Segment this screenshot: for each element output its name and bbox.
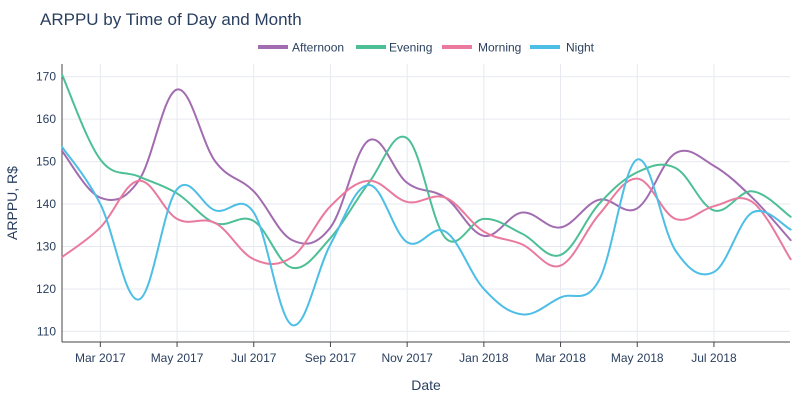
y-tick-label: 160: [36, 112, 56, 126]
legend-item-morning[interactable]: Morning: [442, 41, 521, 55]
y-axis-title: ARPPU, R$: [4, 166, 20, 240]
series-line-morning[interactable]: [61, 177, 792, 268]
x-tick-label: Mar 2018: [535, 351, 586, 365]
x-axis-ticks: Mar 2017 May 2017 Jul 2017 Sep 2017 Nov 2017…: [75, 342, 737, 365]
series-lines: [61, 73, 792, 327]
y-tick-label: 140: [36, 197, 56, 211]
x-tick-label: Jul 2018: [691, 351, 737, 365]
x-tick-label: May 2018: [611, 351, 664, 365]
legend-label-night: Night: [566, 41, 595, 55]
x-axis-title: Date: [411, 377, 441, 393]
legend-item-evening[interactable]: Evening: [356, 41, 432, 55]
x-tick-label: May 2017: [151, 351, 204, 365]
series-line-evening[interactable]: [61, 73, 792, 269]
legend-label-evening: Evening: [389, 41, 432, 55]
y-tick-label: 150: [36, 155, 56, 169]
y-tick-label: 170: [36, 70, 56, 84]
x-tick-label: Jul 2017: [231, 351, 277, 365]
y-tick-label: 110: [37, 324, 56, 338]
series-line-night[interactable]: [61, 145, 792, 327]
y-axis-ticks: 110 120 130 140 150 160 170: [36, 70, 56, 339]
legend-label-afternoon: Afternoon: [292, 41, 344, 55]
legend-label-morning: Morning: [478, 41, 521, 55]
gridlines: [62, 64, 790, 342]
legend-item-night[interactable]: Night: [530, 41, 595, 55]
y-tick-label: 130: [36, 240, 56, 254]
legend[interactable]: Afternoon Evening Morning Night: [258, 41, 595, 55]
y-tick-label: 120: [36, 282, 56, 296]
x-tick-label: Sep 2017: [305, 351, 357, 365]
chart-title: ARPPU by Time of Day and Month: [40, 10, 302, 29]
x-tick-label: Nov 2017: [381, 351, 433, 365]
legend-item-afternoon[interactable]: Afternoon: [258, 41, 344, 55]
x-tick-label: Jan 2018: [459, 351, 509, 365]
x-tick-label: Mar 2017: [75, 351, 126, 365]
